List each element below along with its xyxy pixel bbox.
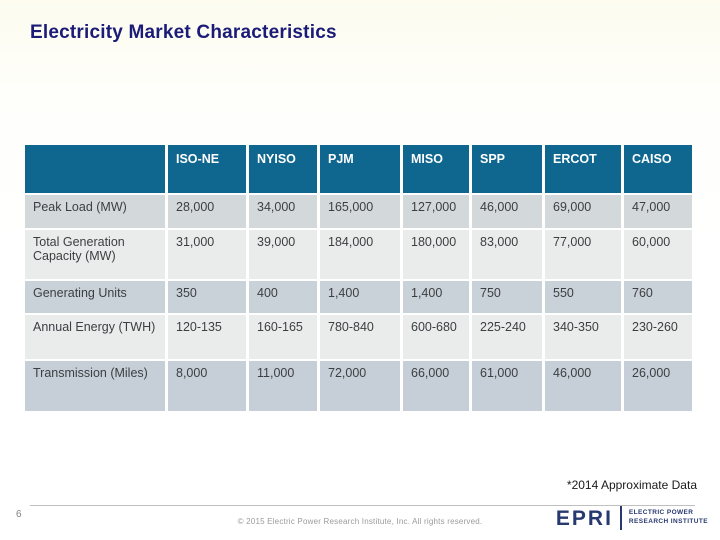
cell-value: 350 — [168, 281, 246, 313]
market-characteristics-table: ISO-NE NYISO PJM MISO SPP ERCOT CAISO Pe… — [22, 143, 695, 413]
row-label: Generating Units — [25, 281, 165, 313]
cell-value: 550 — [545, 281, 621, 313]
table-row-total-generation: Total Generation Capacity (MW) 31,000 39… — [25, 230, 692, 279]
cell-value: 600-680 — [403, 315, 469, 359]
table-header-cell-nyiso: NYISO — [249, 145, 317, 193]
epri-logo-wordmark: EPRI — [555, 506, 613, 530]
epri-tagline-line2: RESEARCH INSTITUTE — [628, 518, 708, 525]
cell-value: 66,000 — [403, 361, 469, 411]
table-header-cell-ercot: ERCOT — [545, 145, 621, 193]
cell-value: 46,000 — [472, 195, 542, 228]
cell-value: 127,000 — [403, 195, 469, 228]
cell-value: 60,000 — [624, 230, 692, 279]
cell-value: 780-840 — [320, 315, 400, 359]
cell-value: 1,400 — [403, 281, 469, 313]
cell-value: 11,000 — [249, 361, 317, 411]
footer-divider-line — [30, 505, 695, 506]
table-header-cell-pjm: PJM — [320, 145, 400, 193]
row-label: Peak Load (MW) — [25, 195, 165, 228]
cell-value: 750 — [472, 281, 542, 313]
table-header-cell-blank — [25, 145, 165, 193]
cell-value: 120-135 — [168, 315, 246, 359]
cell-value: 28,000 — [168, 195, 246, 228]
row-label: Transmission (Miles) — [25, 361, 165, 411]
cell-value: 400 — [249, 281, 317, 313]
table-header-row: ISO-NE NYISO PJM MISO SPP ERCOT CAISO — [25, 145, 692, 193]
table-row-peak-load: Peak Load (MW) 28,000 34,000 165,000 127… — [25, 195, 692, 228]
table-header-cell-caiso: CAISO — [624, 145, 692, 193]
epri-logo-divider — [619, 506, 622, 530]
cell-value: 165,000 — [320, 195, 400, 228]
epri-logo: EPRI ELECTRIC POWER RESEARCH INSTITUTE — [556, 506, 708, 530]
cell-value: 61,000 — [472, 361, 542, 411]
cell-value: 72,000 — [320, 361, 400, 411]
table-row-annual-energy: Annual Energy (TWH) 120-135 160-165 780-… — [25, 315, 692, 359]
table-header-cell-miso: MISO — [403, 145, 469, 193]
cell-value: 8,000 — [168, 361, 246, 411]
footnote-approximate-data: *2014 Approximate Data — [566, 478, 697, 492]
cell-value: 46,000 — [545, 361, 621, 411]
copyright-text: © 2015 Electric Power Research Institute… — [237, 517, 483, 526]
cell-value: 77,000 — [545, 230, 621, 279]
row-label: Annual Energy (TWH) — [25, 315, 165, 359]
table-row-transmission: Transmission (Miles) 8,000 11,000 72,000… — [25, 361, 692, 411]
cell-value: 1,400 — [320, 281, 400, 313]
table-header-cell-spp: SPP — [472, 145, 542, 193]
cell-value: 230-260 — [624, 315, 692, 359]
slide-page-number: 6 — [16, 509, 22, 520]
table-row-generating-units: Generating Units 350 400 1,400 1,400 750… — [25, 281, 692, 313]
cell-value: 26,000 — [624, 361, 692, 411]
cell-value: 160-165 — [249, 315, 317, 359]
cell-value: 83,000 — [472, 230, 542, 279]
cell-value: 340-350 — [545, 315, 621, 359]
epri-logo-tagline: ELECTRIC POWER RESEARCH INSTITUTE — [629, 509, 708, 527]
cell-value: 47,000 — [624, 195, 692, 228]
row-label: Total Generation Capacity (MW) — [25, 230, 165, 279]
cell-value: 31,000 — [168, 230, 246, 279]
cell-value: 69,000 — [545, 195, 621, 228]
cell-value: 39,000 — [249, 230, 317, 279]
page-title: Electricity Market Characteristics — [30, 22, 337, 43]
cell-value: 34,000 — [249, 195, 317, 228]
cell-value: 184,000 — [320, 230, 400, 279]
cell-value: 760 — [624, 281, 692, 313]
epri-tagline-line1: ELECTRIC POWER — [628, 509, 694, 517]
cell-value: 180,000 — [403, 230, 469, 279]
cell-value: 225-240 — [472, 315, 542, 359]
table-header-cell-isone: ISO-NE — [168, 145, 246, 193]
